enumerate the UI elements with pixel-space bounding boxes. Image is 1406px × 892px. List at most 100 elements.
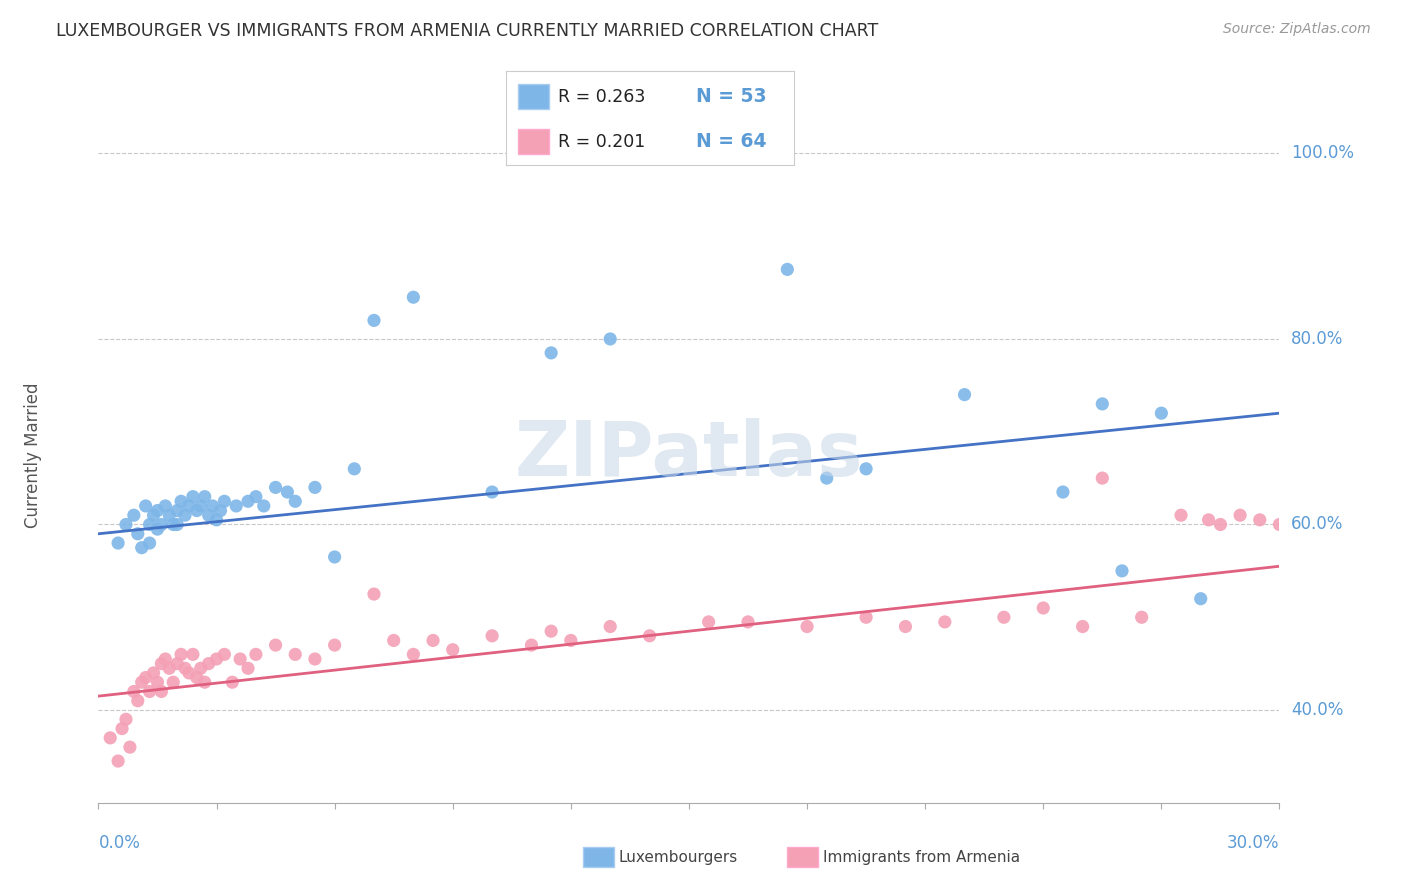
- Point: [264, 480, 287, 494]
- Point: [1111, 564, 1133, 578]
- Text: Luxembourgers: Luxembourgers: [619, 850, 738, 864]
- Point: [855, 610, 877, 624]
- Text: ZIPatlas: ZIPatlas: [515, 418, 863, 491]
- Point: [131, 675, 153, 690]
- Point: [209, 503, 232, 517]
- Point: [157, 508, 180, 523]
- Point: [894, 619, 917, 633]
- Point: [201, 499, 224, 513]
- Point: [150, 657, 173, 671]
- Point: [402, 290, 425, 304]
- Point: [363, 587, 385, 601]
- Point: [776, 262, 799, 277]
- Point: [115, 517, 138, 532]
- Point: [402, 648, 425, 662]
- Point: [142, 508, 165, 523]
- Point: [181, 490, 204, 504]
- Point: [343, 462, 366, 476]
- Point: [170, 494, 193, 508]
- Point: [1091, 471, 1114, 485]
- Point: [236, 494, 259, 508]
- Point: [1052, 485, 1074, 500]
- Point: [122, 508, 145, 523]
- Point: [122, 684, 145, 698]
- Point: [155, 499, 177, 513]
- Text: 80.0%: 80.0%: [1291, 330, 1344, 348]
- Point: [205, 652, 228, 666]
- Point: [135, 671, 157, 685]
- Text: 30.0%: 30.0%: [1227, 834, 1279, 852]
- Point: [142, 665, 165, 680]
- Point: [363, 313, 385, 327]
- Point: [697, 615, 720, 629]
- Text: N = 64: N = 64: [696, 132, 766, 151]
- Point: [422, 633, 444, 648]
- Point: [599, 619, 621, 633]
- Point: [177, 499, 200, 513]
- Point: [560, 633, 582, 648]
- Point: [1091, 397, 1114, 411]
- Point: [323, 549, 346, 564]
- Point: [540, 624, 562, 639]
- Point: [284, 494, 307, 508]
- Text: N = 53: N = 53: [696, 87, 768, 106]
- Point: [197, 657, 219, 671]
- Point: [146, 503, 169, 517]
- Point: [146, 675, 169, 690]
- Text: Immigrants from Armenia: Immigrants from Armenia: [823, 850, 1019, 864]
- Point: [520, 638, 543, 652]
- Point: [1249, 513, 1271, 527]
- Text: 100.0%: 100.0%: [1291, 145, 1354, 162]
- Point: [737, 615, 759, 629]
- Point: [138, 684, 160, 698]
- Point: [170, 648, 193, 662]
- Point: [1170, 508, 1192, 523]
- Point: [150, 684, 173, 698]
- FancyBboxPatch shape: [517, 129, 550, 153]
- Text: R = 0.201: R = 0.201: [558, 133, 645, 151]
- Point: [190, 499, 212, 513]
- Point: [138, 517, 160, 532]
- Text: 40.0%: 40.0%: [1291, 701, 1344, 719]
- Point: [162, 517, 184, 532]
- Point: [1198, 513, 1220, 527]
- Point: [264, 638, 287, 652]
- Point: [197, 508, 219, 523]
- Point: [638, 629, 661, 643]
- Point: [190, 661, 212, 675]
- Point: [162, 675, 184, 690]
- Point: [382, 633, 405, 648]
- Point: [993, 610, 1015, 624]
- Point: [304, 480, 326, 494]
- Point: [118, 740, 141, 755]
- Point: [186, 503, 208, 517]
- Text: R = 0.263: R = 0.263: [558, 87, 645, 105]
- Point: [107, 754, 129, 768]
- Point: [1071, 619, 1094, 633]
- Point: [194, 490, 217, 504]
- Point: [146, 522, 169, 536]
- Point: [150, 517, 173, 532]
- Point: [855, 462, 877, 476]
- Point: [98, 731, 121, 745]
- FancyBboxPatch shape: [517, 85, 550, 109]
- Point: [186, 671, 208, 685]
- Point: [107, 536, 129, 550]
- Text: Source: ZipAtlas.com: Source: ZipAtlas.com: [1223, 22, 1371, 37]
- Point: [1150, 406, 1173, 420]
- Point: [138, 536, 160, 550]
- Point: [284, 648, 307, 662]
- Point: [441, 642, 464, 657]
- Text: LUXEMBOURGER VS IMMIGRANTS FROM ARMENIA CURRENTLY MARRIED CORRELATION CHART: LUXEMBOURGER VS IMMIGRANTS FROM ARMENIA …: [56, 22, 879, 40]
- Point: [115, 712, 138, 726]
- Point: [135, 499, 157, 513]
- Point: [155, 652, 177, 666]
- Text: Currently Married: Currently Married: [24, 382, 42, 528]
- Text: 0.0%: 0.0%: [98, 834, 141, 852]
- Point: [205, 513, 228, 527]
- Point: [599, 332, 621, 346]
- Point: [323, 638, 346, 652]
- Point: [276, 485, 298, 500]
- Point: [214, 648, 236, 662]
- Point: [1032, 601, 1054, 615]
